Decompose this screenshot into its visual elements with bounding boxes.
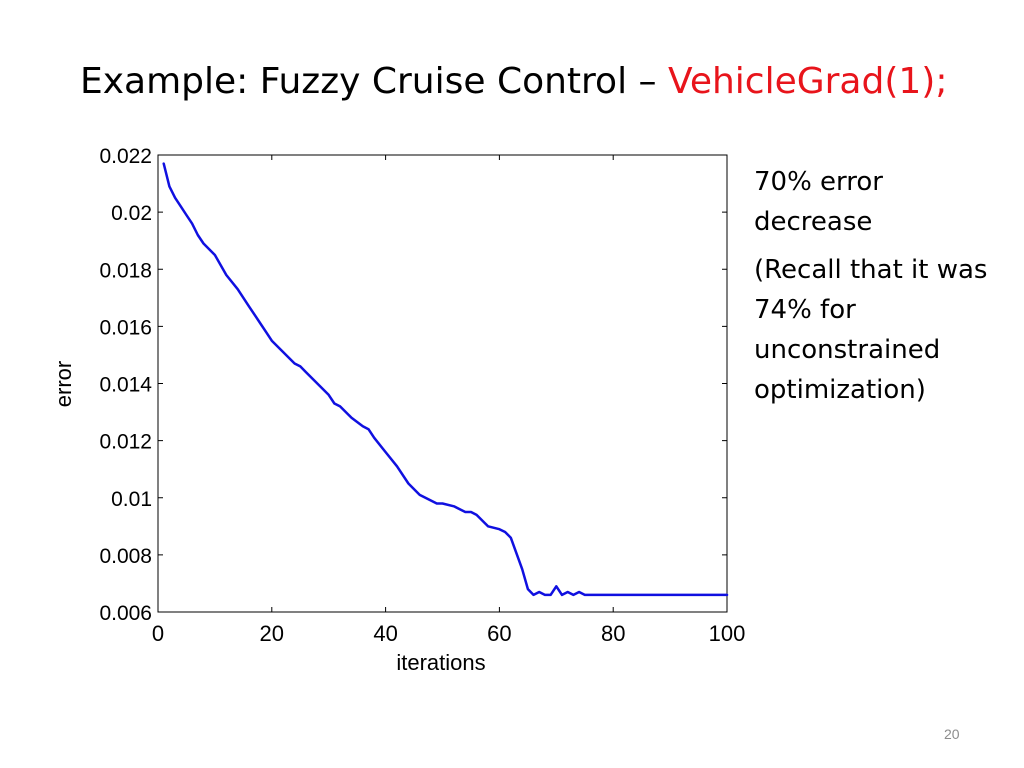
y-tick-label: 0.008 [99,545,152,568]
y-tick-label: 0.018 [99,259,152,282]
x-axis-label: iterations [396,650,485,675]
note-recall: (Recall that it was 74% for unconstraine… [754,255,988,405]
x-axis-ticks: 0 20 40 60 80 100 [152,155,745,646]
y-tick-label: 0.006 [99,602,152,625]
x-tick-label: 0 [152,621,164,646]
slide-title-prefix: Example: Fuzzy Cruise Control – [80,61,668,102]
side-notes: 70% error decrease (Recall that it was 7… [754,162,994,418]
x-tick-label: 100 [709,621,746,646]
y-tick-label: 0.022 [99,145,152,168]
y-tick-label: 0.014 [99,374,152,397]
x-tick-label: 40 [373,621,397,646]
series-group [162,162,729,597]
note-error-decrease: 70% error decrease [754,167,883,237]
x-tick-label: 80 [601,621,625,646]
y-axis-label: error [51,361,76,407]
plot-frame-box [157,154,728,613]
y-tick-label: 0.016 [99,316,152,339]
y-axis-ticks: 0.006 0.008 0.01 0.012 0.014 0.016 0.018 0.02 0.… [99,145,727,625]
y-tick-label: 0.02 [111,202,152,225]
slide-title-highlight: VehicleGrad(1); [667,61,948,102]
x-tick-label: 20 [260,621,284,646]
y-tick-label: 0.01 [111,488,152,511]
slide-page-number: 20 [944,726,960,742]
slide-title: Example: Fuzzy Cruise Control – VehicleG… [80,60,947,104]
error-series-line [162,162,729,597]
y-tick-label: 0.012 [99,431,152,454]
x-tick-label: 60 [487,621,511,646]
plot-frame [157,154,728,613]
